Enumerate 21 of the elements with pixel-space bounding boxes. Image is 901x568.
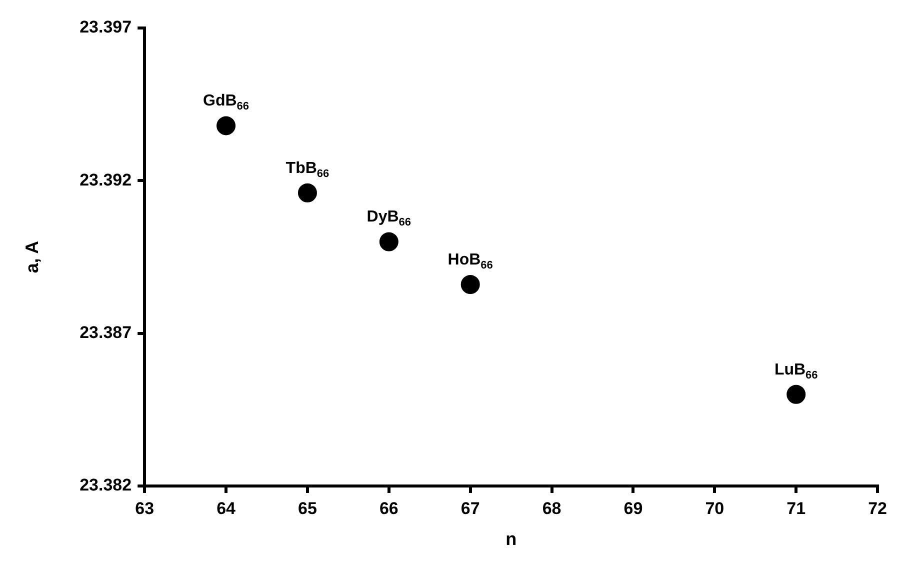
y-tick-label: 23.392 xyxy=(80,170,132,190)
point xyxy=(216,116,236,136)
y-tick-label: 23.397 xyxy=(80,18,132,37)
x-tick-label: 70 xyxy=(705,498,724,518)
x-tick-label: 71 xyxy=(786,498,806,518)
point xyxy=(786,384,806,404)
x-tick-label: 69 xyxy=(624,498,643,518)
point xyxy=(379,232,398,252)
x-tick-label: 66 xyxy=(379,498,398,518)
x-tick-label: 67 xyxy=(460,498,480,518)
x-tick-label: 64 xyxy=(216,498,236,518)
y-tick-label: 23.382 xyxy=(80,476,132,495)
x-tick-label: 63 xyxy=(135,498,154,518)
x-tick-label: 72 xyxy=(868,498,888,518)
point xyxy=(298,183,317,202)
x-tick-label: 65 xyxy=(298,498,317,518)
point xyxy=(460,274,480,294)
x-axis-title: n xyxy=(506,529,517,550)
y-tick-label: 23.387 xyxy=(80,323,132,342)
y-axis-title: a, A xyxy=(22,240,42,274)
x-tick-label: 68 xyxy=(542,498,562,518)
